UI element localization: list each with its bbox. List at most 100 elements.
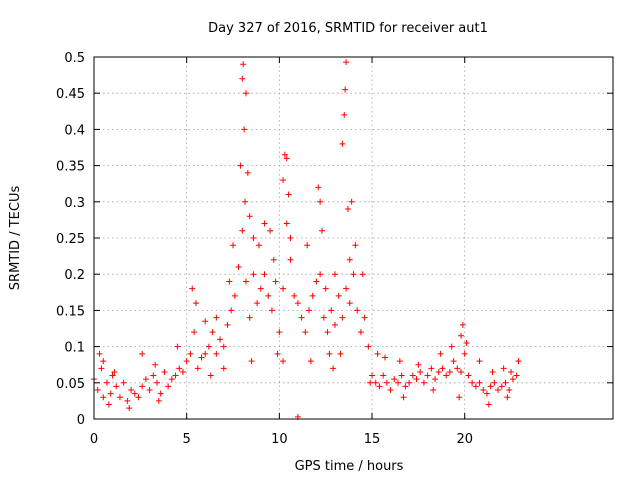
data-point (280, 285, 287, 292)
y-tick-label: 0.1 (64, 341, 85, 356)
data-point (417, 368, 424, 375)
data-point (461, 350, 468, 357)
data-point (135, 394, 142, 401)
data-point (424, 372, 431, 379)
data-point (502, 379, 509, 386)
data-point (291, 292, 298, 299)
data-point (437, 350, 444, 357)
data-point (283, 155, 290, 162)
data-point (331, 321, 338, 328)
data-point (105, 401, 112, 408)
data-point (432, 376, 439, 383)
y-tick-label: 0.05 (56, 377, 85, 392)
data-point (476, 379, 483, 386)
data-point (515, 358, 522, 365)
data-point (146, 387, 153, 394)
y-tick-label: 0.35 (56, 160, 85, 175)
data-point (120, 379, 127, 386)
data-point (335, 292, 342, 299)
data-point (420, 379, 427, 386)
data-point (487, 383, 494, 390)
data-point (100, 394, 107, 401)
data-point (328, 307, 335, 314)
data-point (354, 307, 361, 314)
data-point (113, 383, 120, 390)
data-point (382, 354, 389, 361)
data-point (439, 365, 446, 372)
data-point (430, 387, 437, 394)
chart-title: Day 327 of 2016, SRMTID for receiver aut… (208, 21, 488, 36)
data-point (231, 292, 238, 299)
data-point (157, 390, 164, 397)
data-point (472, 383, 479, 390)
data-point (139, 383, 146, 390)
data-point (374, 350, 381, 357)
data-point (242, 90, 249, 97)
data-point (318, 227, 325, 234)
data-point (226, 278, 233, 285)
data-point (255, 242, 262, 249)
data-point (350, 271, 357, 278)
data-point (283, 220, 290, 227)
data-point (213, 350, 220, 357)
data-point (317, 198, 324, 205)
data-point (100, 358, 107, 365)
y-tick-label: 0.45 (56, 87, 85, 102)
data-point (174, 343, 181, 350)
data-point (331, 271, 338, 278)
y-tick-label: 0.25 (56, 232, 85, 247)
data-point (168, 376, 175, 383)
data-point (337, 350, 344, 357)
x-axis-label: GPS time / hours (295, 459, 404, 474)
data-point (142, 376, 149, 383)
x-tick-label: 20 (456, 432, 473, 447)
data-point (109, 372, 116, 379)
data-point (246, 213, 253, 220)
y-tick-label: 0.15 (56, 304, 85, 319)
data-point (398, 372, 405, 379)
data-point (98, 365, 105, 372)
data-point (220, 343, 227, 350)
data-point (365, 343, 372, 350)
data-point (250, 235, 257, 241)
data-point (155, 397, 162, 404)
data-point (469, 379, 476, 386)
data-point (443, 372, 450, 379)
data-point (394, 379, 401, 386)
data-point (415, 361, 422, 368)
data-point (131, 390, 138, 397)
data-point (261, 271, 268, 278)
data-point (228, 307, 235, 314)
data-point (176, 365, 183, 372)
data-point (192, 300, 199, 307)
x-tick-label: 15 (364, 432, 381, 447)
data-point (241, 126, 248, 133)
data-point (246, 314, 253, 321)
data-point (309, 292, 316, 299)
data-point (359, 271, 366, 278)
data-point (317, 271, 324, 278)
data-point (281, 151, 288, 158)
data-point (367, 379, 374, 386)
data-point (346, 300, 353, 307)
data-point (237, 162, 244, 169)
y-axis-label: SRMTID / TECUs (8, 186, 23, 291)
data-point (183, 358, 190, 365)
data-point (459, 321, 466, 328)
data-point (489, 368, 496, 375)
data-point (165, 383, 172, 390)
data-point (495, 387, 502, 394)
data-point (344, 206, 351, 213)
data-point (339, 314, 346, 321)
data-point (342, 86, 349, 93)
data-point (352, 242, 359, 249)
data-point (239, 227, 246, 234)
data-point (500, 365, 507, 372)
data-point (413, 376, 420, 383)
data-point (387, 387, 394, 394)
data-point (480, 387, 487, 394)
data-point (242, 278, 249, 285)
data-point (491, 379, 498, 386)
data-point (213, 314, 220, 321)
data-point (298, 314, 305, 321)
